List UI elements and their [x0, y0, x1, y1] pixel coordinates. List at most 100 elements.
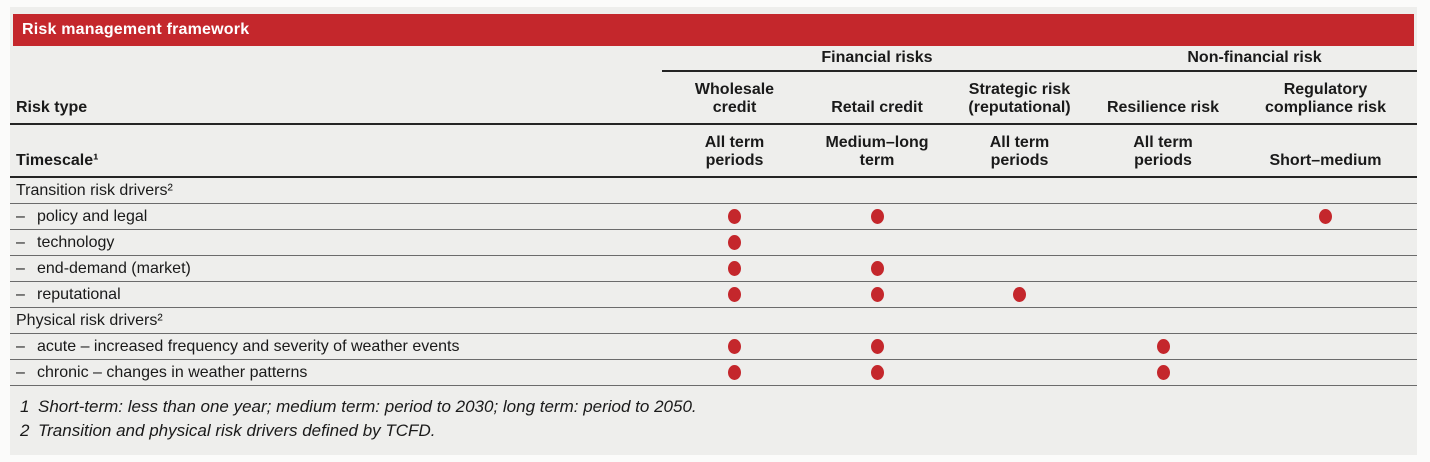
dot-cell: [662, 334, 807, 359]
risk-type-header: Risk type: [16, 99, 88, 116]
dot-cell: [662, 256, 807, 281]
row-label-text: Transition risk drivers²: [16, 181, 173, 199]
row-label: – policy and legal: [10, 204, 662, 229]
dash-marker: –: [16, 207, 25, 225]
timescale-header: Timescale¹: [16, 152, 99, 169]
dot-cell: [807, 204, 947, 229]
column-header-regulatory-compliance-risk: Regulatory compliance risk: [1265, 81, 1386, 116]
risk-dot: [1156, 365, 1170, 380]
row-label-text: technology: [37, 233, 115, 251]
dot-cell: [1234, 230, 1417, 255]
dot-cell: [1092, 282, 1234, 307]
dot-cell: [1092, 256, 1234, 281]
table-title: Risk management framework: [22, 21, 250, 38]
timescale-retail-credit: Medium–long term: [825, 134, 929, 169]
row-label-text: reputational: [37, 285, 121, 303]
risk-dot: [870, 287, 884, 302]
dot-cell: [1092, 360, 1234, 385]
dot-cell: [947, 282, 1092, 307]
dot-cell: [1092, 204, 1234, 229]
table-row-end-demand-market: – end-demand (market): [10, 256, 1417, 282]
dot-cell: [807, 308, 947, 333]
column-header-resilience-risk: Resilience risk: [1106, 99, 1220, 116]
row-label-text: Physical risk drivers²: [16, 311, 163, 329]
dot-cell: [1234, 282, 1417, 307]
risk-dot: [728, 235, 741, 250]
row-label-text: end-demand (market): [37, 259, 191, 277]
footnote-2: 2 Transition and physical risk drivers d…: [10, 419, 1417, 443]
row-label-text: acute – increased frequency and severity…: [37, 337, 460, 355]
risk-dot: [870, 261, 884, 276]
dash-marker: –: [16, 363, 25, 381]
column-header-wholesale-credit: Wholesale credit: [694, 81, 775, 116]
table-row-technology: – technology: [10, 230, 1417, 256]
risk-dot: [728, 209, 741, 224]
dot-cell: [1092, 178, 1234, 203]
timescale-resilience-risk: All term periods: [1133, 134, 1193, 169]
dot-cell: [662, 178, 807, 203]
dot-cell: [947, 360, 1092, 385]
dot-cell: [662, 308, 807, 333]
dot-cell: [947, 230, 1092, 255]
dot-cell: [1092, 334, 1234, 359]
group-header-financial: Financial risks: [662, 46, 1092, 72]
dot-cell: [1234, 308, 1417, 333]
dot-cell: [1234, 204, 1417, 229]
row-label-text: policy and legal: [37, 207, 148, 225]
risk-dot: [728, 365, 741, 380]
dot-cell: [807, 360, 947, 385]
group-header-spacer: [10, 46, 662, 72]
risk-dot: [870, 339, 884, 354]
dot-cell: [947, 334, 1092, 359]
table-row-chronic: – chronic – changes in weather patterns: [10, 360, 1417, 386]
dot-cell: [807, 230, 947, 255]
row-label: – reputational: [10, 282, 662, 307]
table-row-reputational: – reputational: [10, 282, 1417, 308]
row-label: – chronic – changes in weather patterns: [10, 360, 662, 385]
row-label: – technology: [10, 230, 662, 255]
dot-cell: [662, 282, 807, 307]
timescale-row: Timescale¹ All term periods Medium–long …: [10, 125, 1417, 178]
timescale-wholesale-credit: All term periods: [704, 134, 765, 169]
dot-cell: [947, 308, 1092, 333]
column-header-retail-credit: Retail credit: [831, 99, 923, 116]
timescale-regulatory-compliance-risk: Short–medium: [1269, 152, 1382, 169]
footnote-number: 1: [20, 397, 30, 416]
dot-cell: [1092, 308, 1234, 333]
dot-cell: [1234, 178, 1417, 203]
table-row-policy-and-legal: – policy and legal: [10, 204, 1417, 230]
dot-cell: [1234, 334, 1417, 359]
dash-marker: –: [16, 259, 25, 277]
risk-dot: [728, 261, 741, 276]
row-label: – end-demand (market): [10, 256, 662, 281]
dot-cell: [807, 178, 947, 203]
dash-marker: –: [16, 233, 25, 251]
dot-cell: [947, 178, 1092, 203]
footnote-number: 2: [20, 421, 30, 440]
dash-marker: –: [16, 285, 25, 303]
dot-cell: [807, 256, 947, 281]
risk-dot: [870, 209, 884, 224]
dot-cell: [947, 256, 1092, 281]
dot-cell: [1092, 230, 1234, 255]
risk-dot: [728, 339, 741, 354]
dot-cell: [807, 282, 947, 307]
footnote-text: Transition and physical risk drivers def…: [38, 421, 436, 440]
dash-marker: –: [16, 337, 25, 355]
column-header-row: Risk type Wholesale credit Retail credit…: [10, 72, 1417, 125]
dot-cell: [662, 230, 807, 255]
table-row-physical-risk-drivers: Physical risk drivers²: [10, 308, 1417, 334]
table-row-acute: – acute – increased frequency and severit…: [10, 334, 1417, 360]
dot-cell: [1234, 360, 1417, 385]
dot-cell: [807, 334, 947, 359]
column-header-strategic-risk: Strategic risk (reputational): [968, 81, 1071, 116]
row-label: Transition risk drivers²: [10, 178, 662, 203]
risk-dot: [870, 365, 884, 380]
risk-dot: [728, 287, 741, 302]
group-header-row: Financial risks Non-financial risk: [10, 46, 1417, 72]
table-title-bar: Risk management framework: [13, 14, 1414, 46]
group-header-non-financial: Non-financial risk: [1092, 46, 1417, 72]
row-label-text: chronic – changes in weather patterns: [37, 363, 308, 381]
footnote-1: 1 Short-term: less than one year; medium…: [10, 395, 1417, 419]
risk-dot: [1013, 287, 1026, 302]
